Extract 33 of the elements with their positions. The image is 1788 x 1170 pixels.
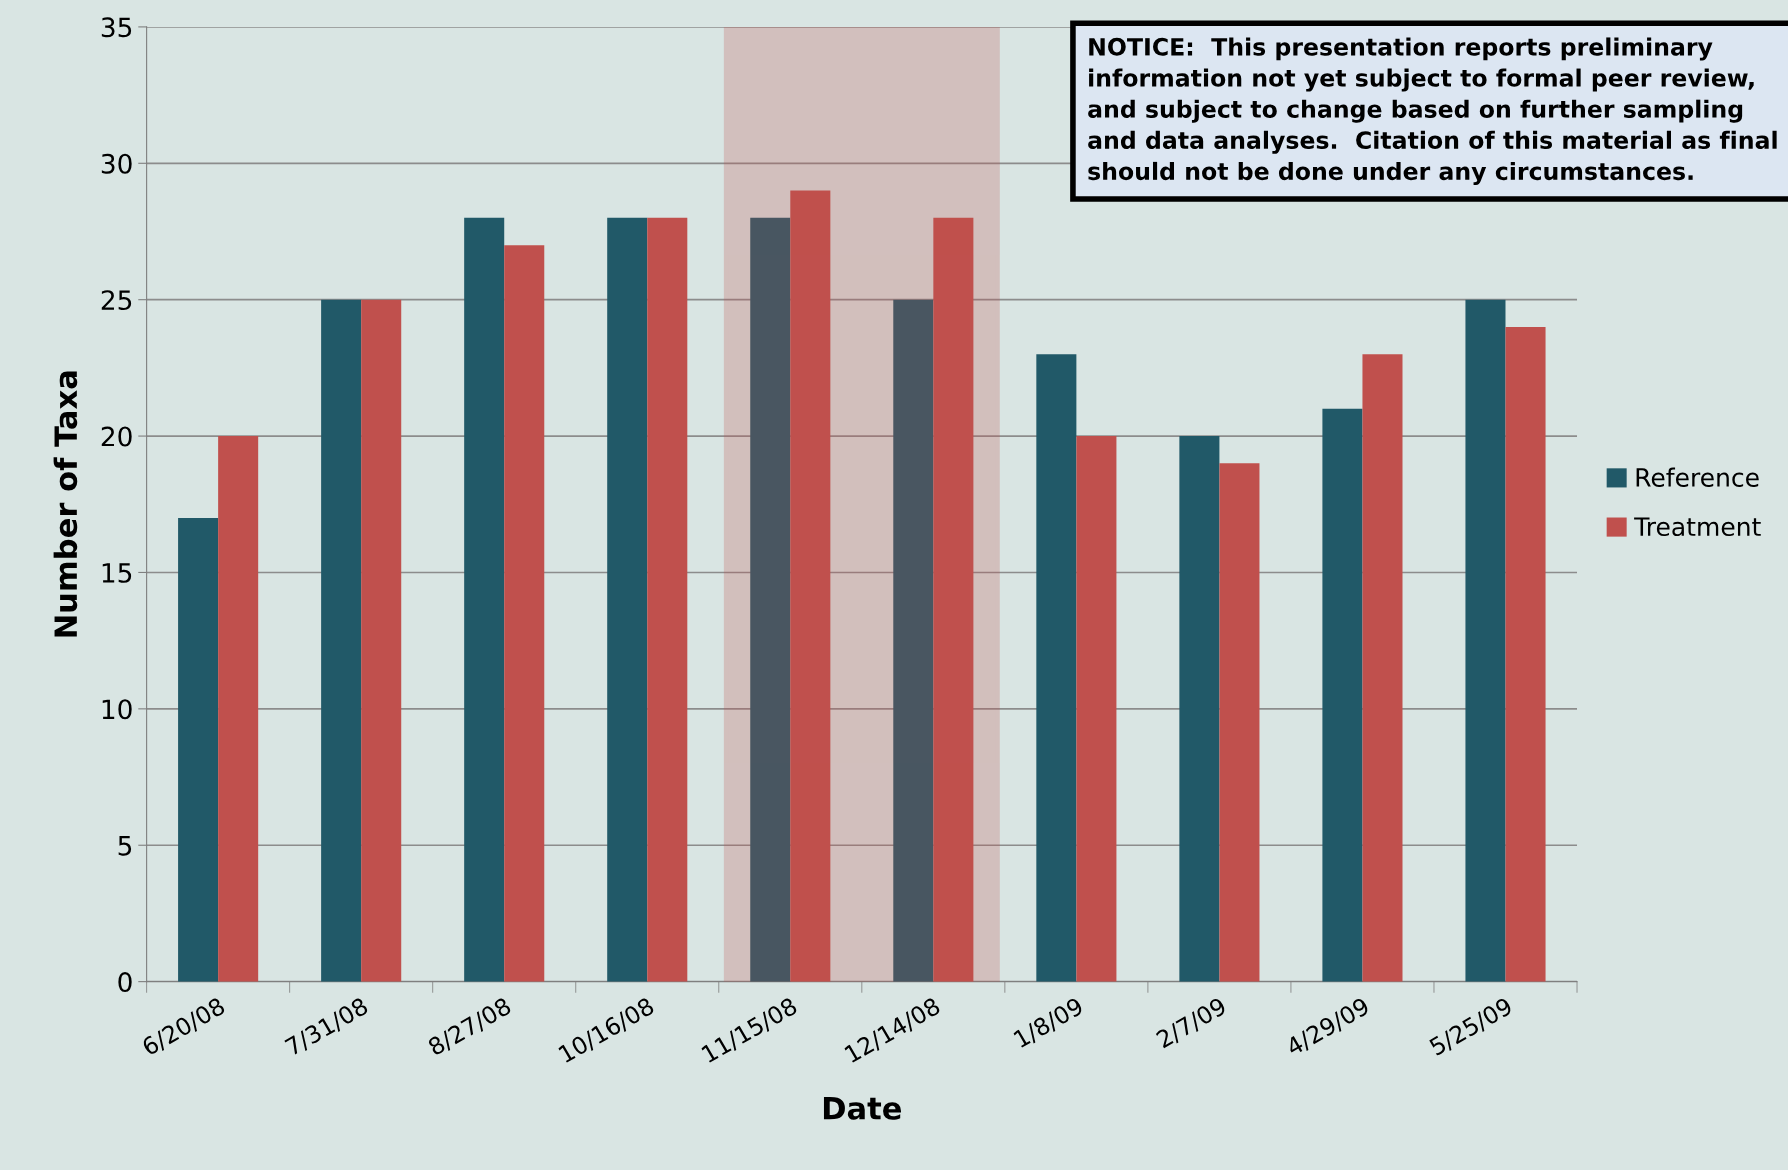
y-tick-label: 15 <box>102 563 132 583</box>
bar <box>1465 299 1506 982</box>
bar <box>750 217 791 982</box>
bar <box>1322 408 1363 982</box>
y-axis-title: Number of Taxa <box>53 371 78 637</box>
x-axis-title: Date <box>823 1097 901 1120</box>
bar <box>464 217 505 982</box>
bar <box>361 299 402 982</box>
y-tick-label: 25 <box>101 290 132 311</box>
bar <box>1036 354 1077 982</box>
bar <box>1362 354 1403 982</box>
y-tick-label: 20 <box>101 426 132 447</box>
annotation: NOTICE: This presentation reports preliminary information not yet subject to formal peer review, and subject to change based on further sampling and data analyses. Citation of this material as final should not be done under any circumstances. <box>1088 37 1777 185</box>
y-tick-label: 30 <box>101 153 132 174</box>
bar <box>607 217 648 982</box>
bar <box>790 190 831 982</box>
legend-label: Reference <box>1636 467 1759 487</box>
y-tick-label: 0 <box>118 972 132 993</box>
bar <box>1076 436 1117 982</box>
bar <box>218 436 259 982</box>
bar <box>647 217 688 982</box>
bar <box>893 299 934 982</box>
y-tick-label: 35 <box>101 17 132 38</box>
bar <box>1505 326 1546 982</box>
legend-label: Treatment <box>1634 517 1761 537</box>
bar <box>504 245 545 982</box>
bar <box>178 517 219 982</box>
bar <box>933 217 974 982</box>
y-tick-label: 5 <box>118 836 132 856</box>
bar <box>1219 463 1260 982</box>
bar <box>321 299 362 982</box>
y-tick-label: 10 <box>102 699 132 720</box>
bar <box>1179 436 1220 982</box>
